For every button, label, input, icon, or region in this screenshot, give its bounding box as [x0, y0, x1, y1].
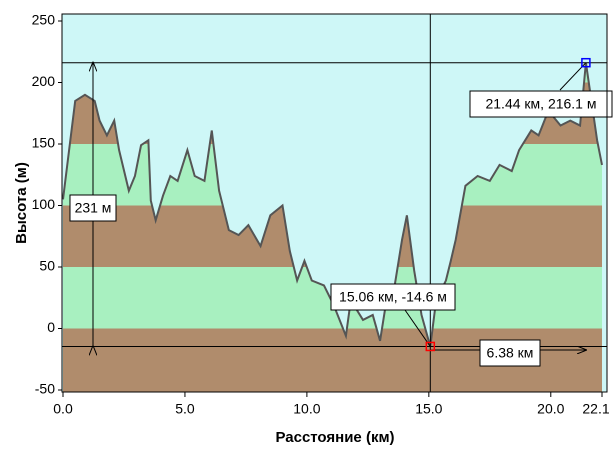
x-tick-label: 5.0 — [175, 401, 195, 417]
max-marker — [581, 57, 591, 68]
x-tick-label: 15.0 — [415, 401, 442, 417]
distance-label: 6.38 км — [487, 345, 534, 361]
height-label: 231 м — [75, 200, 112, 216]
y-tick-label: 250 — [32, 12, 56, 28]
plot-frame — [61, 13, 608, 393]
y-tick-label: 50 — [39, 258, 55, 274]
y-tick-label: -50 — [35, 381, 55, 397]
min-marker — [425, 341, 436, 352]
x-tick-label: 22.1 — [582, 401, 609, 417]
min-label-box — [330, 283, 456, 311]
x-tick-label: 0.0 — [53, 401, 73, 417]
height-label-box — [69, 194, 117, 222]
y-axis-title: Высота (м) — [13, 162, 30, 244]
x-axis-title: Расстояние (км) — [275, 429, 394, 446]
y-tick-label: 200 — [32, 73, 56, 89]
y-tick-label: 150 — [32, 135, 56, 151]
max-label-box — [469, 90, 613, 118]
x-tick-label: 10.0 — [293, 401, 320, 417]
min-leader — [404, 309, 431, 347]
min-label: 15.06 км, -14.6 м — [339, 289, 447, 305]
x-tick-label: 20.0 — [537, 401, 564, 417]
y-tick-label: 0 — [47, 319, 55, 335]
y-tick-label: 100 — [32, 196, 56, 212]
distance-label-box — [479, 339, 541, 367]
max-label: 21.44 км, 216.1 м — [485, 96, 596, 112]
profile-line — [62, 62, 603, 347]
